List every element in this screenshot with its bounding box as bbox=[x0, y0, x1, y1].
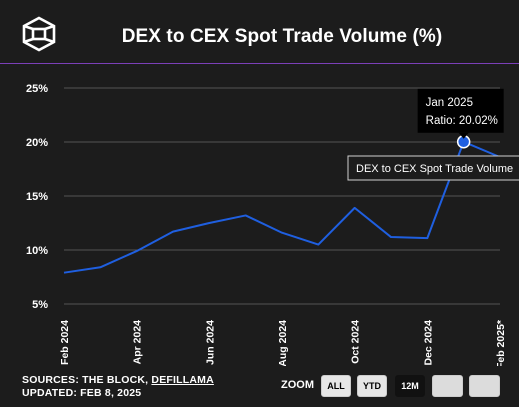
data-point[interactable] bbox=[421, 232, 433, 244]
data-point[interactable] bbox=[276, 227, 288, 239]
y-tick-label: 15% bbox=[26, 191, 48, 203]
zoom-ytd-button[interactable]: YTD bbox=[357, 375, 387, 397]
tooltip-box bbox=[417, 88, 504, 133]
zoom-blank-button-2[interactable] bbox=[469, 375, 500, 397]
zoom-label: ZOOM bbox=[281, 379, 314, 391]
y-tick-label: 25% bbox=[26, 83, 48, 95]
tooltip-date: Jan 2025 bbox=[426, 97, 473, 109]
data-point[interactable] bbox=[131, 245, 143, 257]
data-point[interactable] bbox=[312, 239, 324, 251]
updated-date: UPDATED: FEB 8, 2025 bbox=[22, 387, 142, 399]
cube-icon bbox=[22, 16, 56, 52]
series-hover-label-box bbox=[347, 155, 519, 181]
series-hover-label: DEX to CEX Spot Trade Volume bbox=[356, 163, 513, 175]
tooltip-layer: Jan 2025 Ratio: 20.02% DEX to CEX Spot Tra… bbox=[347, 88, 519, 181]
x-tick-label: Dec 2024 bbox=[422, 320, 434, 366]
x-tick-label: Feb 2025* bbox=[495, 319, 507, 366]
x-tick-label: Feb 2024 bbox=[59, 320, 71, 365]
x-tick-label: Apr 2024 bbox=[132, 320, 144, 365]
data-point[interactable] bbox=[94, 261, 106, 273]
sources-link-defillama[interactable]: DEFILLAMA bbox=[151, 374, 214, 386]
chart-footer: SOURCES: THE BLOCK, DEFILLAMA UPDATED: F… bbox=[0, 366, 519, 407]
sources-prefix: SOURCES: THE BLOCK, bbox=[22, 374, 152, 386]
data-point[interactable] bbox=[385, 231, 397, 243]
sources-text: SOURCES: THE BLOCK, DEFILLAMA UPDATED: F… bbox=[22, 374, 214, 400]
y-tick-label: 5% bbox=[32, 299, 48, 311]
x-tick-label: Jun 2024 bbox=[204, 320, 216, 365]
tooltip-ratio: Ratio: 20.02% bbox=[426, 115, 498, 127]
x-axis-ticks: Feb 2024 Apr 2024 Jun 2024 Aug 2024 Oct 2024… bbox=[59, 319, 507, 366]
data-point[interactable] bbox=[58, 267, 70, 279]
zoom-all-button[interactable]: ALL bbox=[321, 375, 351, 397]
data-point[interactable] bbox=[167, 226, 179, 238]
x-tick-label: Oct 2024 bbox=[350, 320, 362, 364]
grid-lines bbox=[64, 87, 500, 305]
x-tick-label: Aug 2024 bbox=[277, 320, 289, 366]
chart-title: DEX to CEX Spot Trade Volume (%) bbox=[121, 26, 443, 47]
data-point[interactable] bbox=[240, 209, 252, 221]
tooltip-pointer bbox=[458, 132, 469, 139]
y-tick-label: 10% bbox=[26, 245, 48, 257]
zoom-12m-button[interactable]: 12M bbox=[395, 375, 425, 397]
data-point[interactable] bbox=[349, 202, 361, 214]
zoom-blank-button-1[interactable] bbox=[432, 375, 463, 397]
y-tick-label: 20% bbox=[26, 137, 48, 149]
series-line[interactable] bbox=[63, 140, 501, 274]
chart-header: DEX to CEX Spot Trade Volume (%) bbox=[0, 0, 519, 64]
data-point[interactable] bbox=[203, 217, 215, 229]
y-axis-ticks: 5% 10% 15% 20% 25% bbox=[26, 83, 48, 311]
line-chart[interactable]: 5% 10% 15% 20% 25% Feb 2024 Apr 2024 Jun 2024 A… bbox=[0, 64, 519, 366]
header-divider bbox=[0, 63, 519, 64]
